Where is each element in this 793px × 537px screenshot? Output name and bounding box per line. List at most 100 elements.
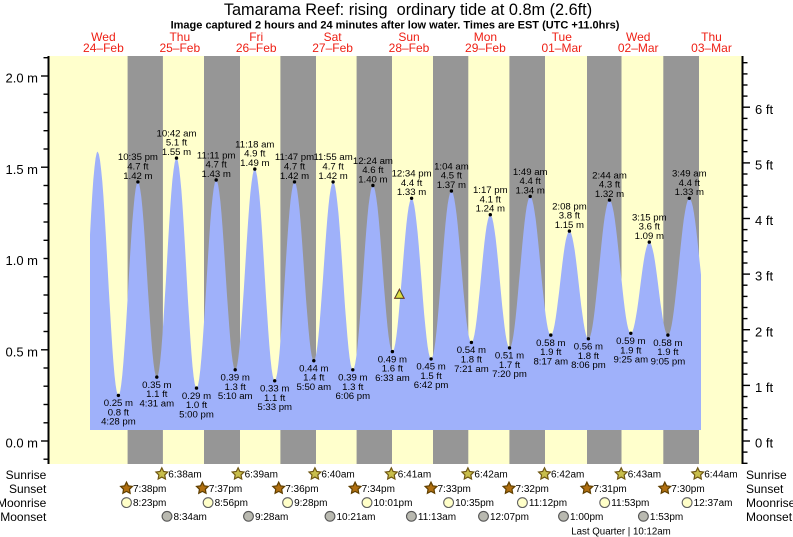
svg-text:1:49 am: 1:49 am: [513, 167, 548, 178]
svg-text:Tue: Tue: [552, 30, 573, 44]
svg-text:03–Mar: 03–Mar: [691, 41, 732, 55]
svg-text:1.8 ft: 1.8 ft: [578, 351, 600, 362]
svg-text:0.56 m: 0.56 m: [574, 342, 603, 353]
svg-text:3.8 ft: 3.8 ft: [559, 211, 581, 222]
svg-text:4.4 ft: 4.4 ft: [679, 178, 701, 189]
svg-text:1:53pm: 1:53pm: [650, 512, 683, 523]
svg-text:10:42 am: 10:42 am: [156, 128, 196, 139]
svg-text:8:06 pm: 8:06 pm: [571, 360, 606, 371]
svg-text:1.33 m: 1.33 m: [675, 187, 704, 198]
svg-text:6:42am: 6:42am: [474, 470, 507, 481]
svg-text:1.37 m: 1.37 m: [437, 180, 466, 191]
svg-text:4 ft: 4 ft: [755, 213, 773, 228]
svg-text:6:33 am: 6:33 am: [375, 373, 410, 384]
svg-text:3.6 ft: 3.6 ft: [639, 222, 661, 233]
svg-text:11:13am: 11:13am: [418, 512, 456, 523]
svg-text:0.39 m: 0.39 m: [338, 373, 367, 384]
svg-text:4:31 am: 4:31 am: [139, 398, 174, 409]
svg-text:7:34pm: 7:34pm: [362, 484, 395, 495]
svg-text:12:24 am: 12:24 am: [353, 156, 393, 167]
svg-text:0.49 m: 0.49 m: [378, 354, 407, 365]
svg-text:Moonrise: Moonrise: [0, 496, 47, 510]
svg-text:0.35 m: 0.35 m: [142, 380, 171, 391]
svg-text:Sunrise: Sunrise: [746, 468, 787, 482]
svg-text:4.7 ft: 4.7 ft: [127, 162, 149, 173]
svg-text:0.51 m: 0.51 m: [495, 351, 524, 362]
svg-text:7:21 am: 7:21 am: [454, 364, 489, 375]
svg-text:12:07pm: 12:07pm: [490, 512, 529, 523]
svg-text:5 ft: 5 ft: [755, 158, 773, 173]
svg-text:1.42 m: 1.42 m: [318, 171, 347, 182]
svg-text:8:17 am: 8:17 am: [533, 356, 568, 367]
svg-text:3:49 am: 3:49 am: [672, 169, 707, 180]
svg-text:7:37pm: 7:37pm: [209, 484, 242, 495]
svg-text:0.44 m: 0.44 m: [299, 363, 328, 374]
svg-text:Sunset: Sunset: [9, 482, 47, 496]
svg-text:Sat: Sat: [324, 30, 343, 44]
svg-text:6:42 pm: 6:42 pm: [414, 380, 449, 391]
svg-text:4.4 ft: 4.4 ft: [401, 178, 423, 189]
svg-text:6:44am: 6:44am: [704, 470, 737, 481]
svg-text:6 ft: 6 ft: [755, 102, 773, 117]
svg-text:1:04 am: 1:04 am: [434, 161, 469, 172]
svg-text:12:34 pm: 12:34 pm: [392, 169, 432, 180]
svg-text:4.7 ft: 4.7 ft: [284, 162, 306, 173]
svg-text:Last Quarter | 10:12am: Last Quarter | 10:12am: [571, 527, 670, 537]
svg-text:1.1 ft: 1.1 ft: [264, 393, 286, 404]
svg-text:3:15 pm: 3:15 pm: [632, 212, 667, 223]
svg-text:4.7 ft: 4.7 ft: [322, 162, 344, 173]
svg-text:24–Feb: 24–Feb: [83, 41, 124, 55]
svg-text:7:31pm: 7:31pm: [593, 484, 626, 495]
svg-text:1.0 ft: 1.0 ft: [186, 400, 208, 411]
svg-text:Wed: Wed: [626, 30, 650, 44]
svg-text:1.34 m: 1.34 m: [516, 185, 545, 196]
svg-text:2:44 am: 2:44 am: [592, 170, 627, 181]
svg-text:4.1 ft: 4.1 ft: [480, 194, 502, 205]
svg-text:1.3 ft: 1.3 ft: [225, 382, 247, 393]
svg-text:Fri: Fri: [249, 30, 263, 44]
svg-text:0.58 m: 0.58 m: [653, 338, 682, 349]
svg-text:1.42 m: 1.42 m: [280, 171, 309, 182]
svg-text:0.25 m: 0.25 m: [104, 398, 133, 409]
svg-text:Sunrise: Sunrise: [6, 468, 47, 482]
svg-text:Tamarama Reef: rising ordinar: Tamarama Reef: rising ordinary tide at 0…: [224, 1, 592, 19]
svg-text:12:37am: 12:37am: [694, 498, 733, 509]
svg-text:1.3 ft: 1.3 ft: [342, 382, 364, 393]
svg-text:8:56pm: 8:56pm: [215, 498, 248, 509]
svg-text:1.15 m: 1.15 m: [555, 220, 584, 231]
svg-text:2.0 m: 2.0 m: [5, 71, 38, 86]
svg-text:3 ft: 3 ft: [755, 269, 773, 284]
svg-text:7:32pm: 7:32pm: [516, 484, 549, 495]
svg-text:10:35pm: 10:35pm: [455, 498, 494, 509]
svg-text:27–Feb: 27–Feb: [312, 41, 353, 55]
svg-text:1.09 m: 1.09 m: [635, 231, 664, 242]
svg-text:1.8 ft: 1.8 ft: [461, 354, 483, 365]
svg-text:5:00 pm: 5:00 pm: [179, 409, 214, 420]
svg-text:5.1 ft: 5.1 ft: [166, 138, 188, 149]
svg-text:Image captured 2 hours and 24: Image captured 2 hours and 24 minutes af…: [171, 19, 620, 31]
svg-text:8:34am: 8:34am: [174, 512, 207, 523]
svg-text:4.9 ft: 4.9 ft: [244, 149, 266, 160]
svg-text:7:33pm: 7:33pm: [438, 484, 471, 495]
svg-text:1.5 m: 1.5 m: [5, 162, 38, 177]
svg-text:0.39 m: 0.39 m: [221, 373, 250, 384]
svg-text:Thu: Thu: [701, 30, 722, 44]
svg-text:10:35 pm: 10:35 pm: [118, 152, 158, 163]
svg-text:Wed: Wed: [91, 30, 115, 44]
svg-text:Mon: Mon: [474, 30, 497, 44]
svg-text:5:10 am: 5:10 am: [218, 391, 253, 402]
svg-text:26–Feb: 26–Feb: [236, 41, 277, 55]
svg-text:4.4 ft: 4.4 ft: [520, 176, 542, 187]
svg-text:1.1 ft: 1.1 ft: [146, 389, 168, 400]
svg-text:28–Feb: 28–Feb: [389, 41, 430, 55]
svg-text:25–Feb: 25–Feb: [159, 41, 200, 55]
svg-text:7:30pm: 7:30pm: [671, 484, 704, 495]
svg-text:0.5 m: 0.5 m: [5, 344, 38, 359]
svg-text:6:41am: 6:41am: [398, 470, 431, 481]
svg-text:6:39am: 6:39am: [245, 470, 278, 481]
svg-text:02–Mar: 02–Mar: [618, 41, 659, 55]
svg-text:6:06 pm: 6:06 pm: [335, 391, 370, 402]
svg-text:4:28 pm: 4:28 pm: [101, 417, 136, 428]
svg-text:Moonset: Moonset: [746, 510, 793, 524]
svg-text:0.0 m: 0.0 m: [5, 436, 38, 451]
